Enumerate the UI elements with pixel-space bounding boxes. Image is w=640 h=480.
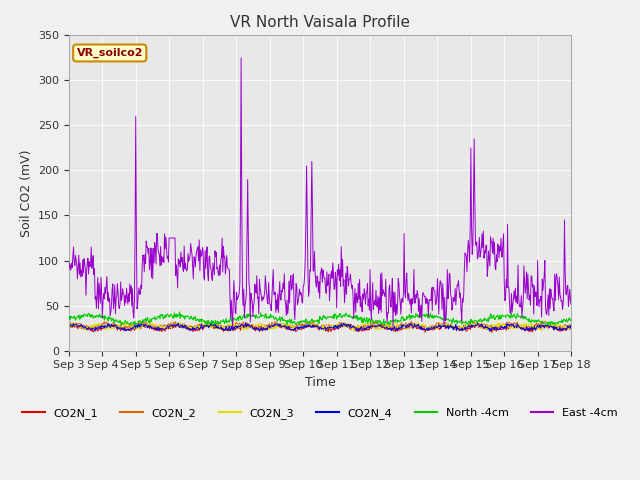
Text: VR_soilco2: VR_soilco2 [77,48,143,58]
Y-axis label: Soil CO2 (mV): Soil CO2 (mV) [20,149,33,237]
Legend: CO2N_1, CO2N_2, CO2N_3, CO2N_4, North -4cm, East -4cm: CO2N_1, CO2N_2, CO2N_3, CO2N_4, North -4… [18,404,622,423]
X-axis label: Time: Time [305,376,335,389]
Title: VR North Vaisala Profile: VR North Vaisala Profile [230,15,410,30]
